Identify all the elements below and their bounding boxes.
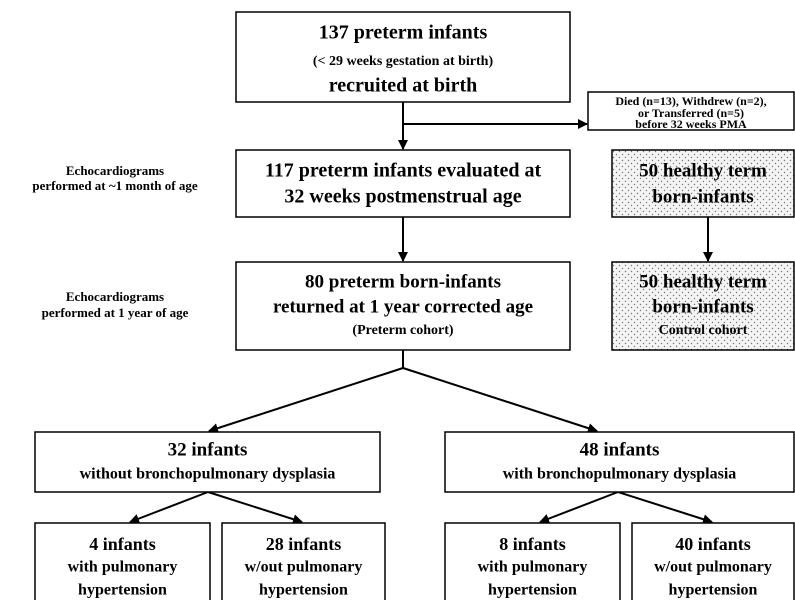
node-box	[444, 522, 621, 600]
node-text: hypertension	[259, 582, 348, 599]
node-text: 32 infants	[168, 439, 248, 460]
node-text: 117 preterm infants evaluated at	[265, 160, 542, 182]
node-box	[611, 149, 795, 218]
node-box	[34, 522, 211, 600]
node-box	[631, 522, 795, 600]
node-text: 48 infants	[580, 439, 660, 460]
arrow	[129, 491, 209, 524]
node-text: without bronchopulmonary dysplasia	[80, 466, 336, 483]
node-text: with pulmonary	[478, 559, 588, 576]
node-text: (Preterm cohort)	[352, 323, 454, 338]
side-label: performed at ~1 month of age	[32, 178, 197, 193]
node-text: 4 infants	[89, 534, 156, 554]
node-text: or Transferred (n=5)	[638, 106, 744, 120]
node-text: 28 infants	[266, 534, 342, 554]
node-text: returned at 1 year corrected age	[273, 296, 533, 317]
node-text: 8 infants	[499, 534, 566, 554]
node-text: with bronchopulmonary dysplasia	[503, 466, 737, 483]
node-box	[587, 91, 795, 131]
node-box	[235, 11, 571, 103]
node-text: hypertension	[488, 582, 577, 599]
node-box	[611, 261, 795, 351]
node-box	[444, 431, 795, 493]
node-text: w/out pulmonary	[654, 559, 772, 576]
node-text: hypertension	[78, 582, 167, 599]
arrow	[402, 367, 598, 433]
node-text: before 32 weeks PMA	[635, 117, 747, 131]
node-text: born-infants	[652, 186, 753, 207]
node-text: 137 preterm infants	[319, 22, 488, 44]
node-text: hypertension	[669, 582, 758, 599]
node-text: w/out pulmonary	[245, 559, 363, 576]
node-text: 50 healthy term	[639, 160, 767, 181]
arrow	[617, 491, 713, 525]
node-text: 40 infants	[675, 534, 751, 554]
node-box	[235, 261, 571, 351]
node-box	[235, 149, 571, 218]
node-text: Died (n=13), Withdrew (n=2),	[615, 94, 766, 108]
arrow	[207, 491, 303, 525]
side-label: Echocardiograms	[66, 289, 164, 304]
node-box	[221, 522, 386, 600]
node-text: 50 healthy term	[639, 271, 767, 292]
node-text: 32 weeks postmenstrual age	[284, 186, 521, 208]
arrow	[539, 491, 619, 524]
edges	[129, 102, 713, 525]
node-text: (< 29 weeks gestation at birth)	[313, 54, 494, 69]
node-text: Control cohort	[659, 323, 748, 338]
node-text: 80 preterm born-infants	[305, 271, 501, 292]
node-text: with pulmonary	[68, 559, 178, 576]
node-text: born-infants	[652, 296, 753, 317]
side-label: Echocardiograms	[66, 163, 164, 178]
node-box	[34, 431, 381, 493]
side-label: performed at 1 year of age	[42, 305, 189, 320]
arrow	[208, 367, 404, 433]
node-text: recruited at birth	[329, 75, 478, 97]
